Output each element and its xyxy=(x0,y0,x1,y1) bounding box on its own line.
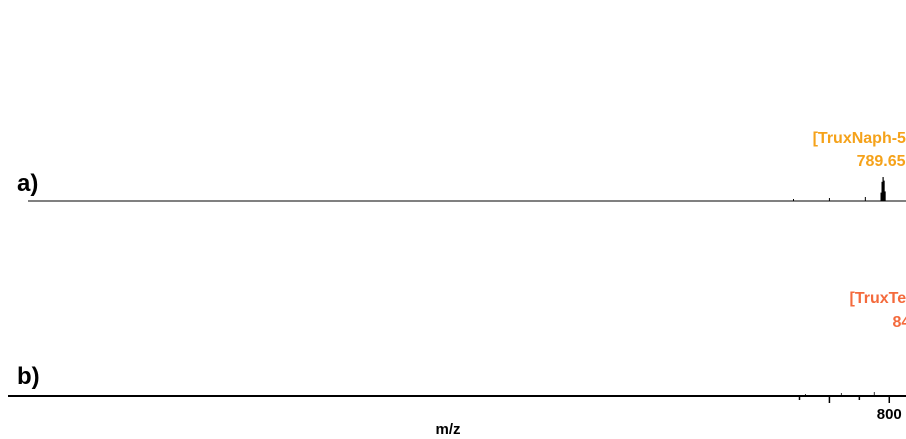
x-axis-ticks: 8001000120014001600 xyxy=(798,396,902,423)
panel-b: b) [TruxTetra-5TfO-]5+849.67[TruxTetra-4… xyxy=(8,289,906,438)
panel-a-label: a) xyxy=(17,170,38,197)
panel-b-label: b) xyxy=(17,363,40,390)
annotation-species: [TruxTetra-5TfO-]5+ xyxy=(850,289,906,307)
x-tick-label: 800 xyxy=(877,406,902,423)
x-axis-title: m/z xyxy=(435,421,460,438)
panel-b-annotations: [TruxTetra-5TfO-]5+849.67[TruxTetra-4TfO… xyxy=(850,289,906,331)
peak-789.65 xyxy=(880,177,886,201)
panel-a-peaks xyxy=(793,177,886,201)
annotation-mz: 789.65 xyxy=(857,153,906,170)
annotation-mz: 849.67 xyxy=(893,314,906,331)
panel-a-annotations: [TruxNaph-5TfO-]5+789.65[TruxNaph-4TfO-]… xyxy=(813,129,906,170)
panel-a: a) [TruxNaph-5TfO-]5+789.65[TruxNaph-4Tf… xyxy=(17,129,906,202)
annotation-species: [TruxNaph-5TfO-]5+ xyxy=(813,129,906,147)
panel-b-peaks xyxy=(804,392,875,396)
